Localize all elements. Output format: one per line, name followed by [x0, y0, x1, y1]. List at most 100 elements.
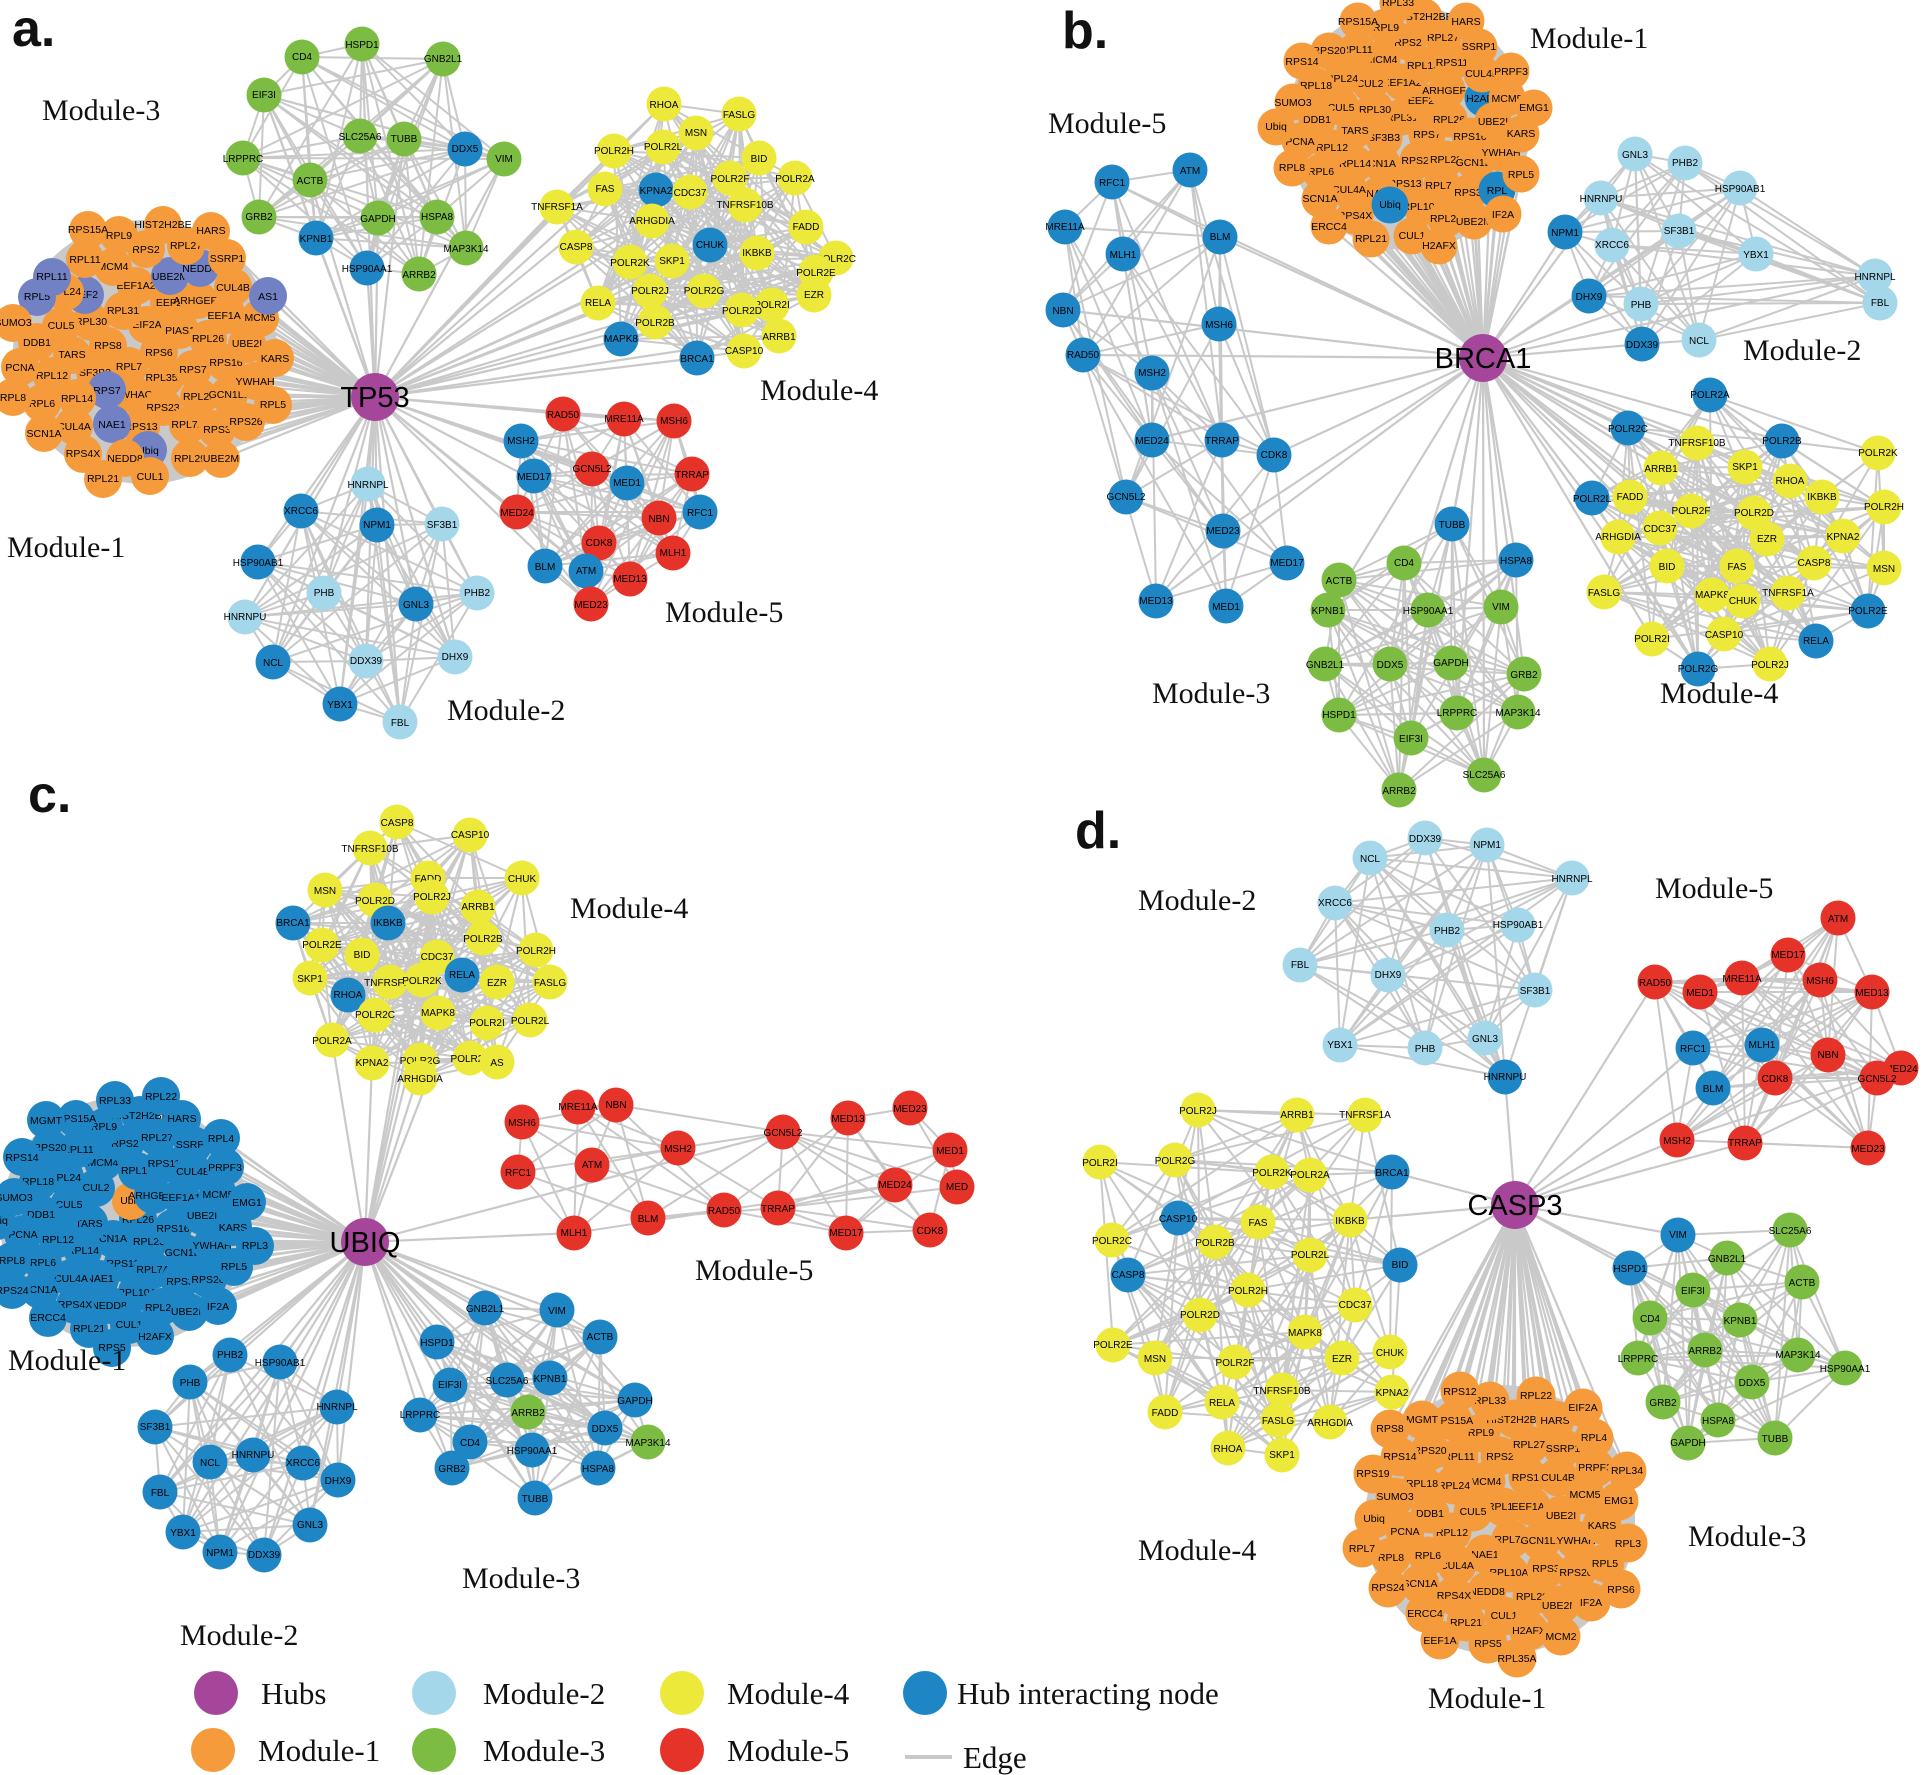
- svg-text:DHX9: DHX9: [325, 1476, 352, 1487]
- svg-text:LRPPRC: LRPPRC: [1437, 708, 1478, 719]
- svg-text:Module-1: Module-1: [7, 531, 125, 564]
- svg-text:MED24: MED24: [500, 508, 534, 519]
- svg-text:POLR2J: POLR2J: [631, 286, 669, 297]
- svg-text:BID: BID: [751, 154, 768, 165]
- svg-text:RPL29: RPL29: [1430, 213, 1462, 225]
- svg-text:EIF3I: EIF3I: [1399, 734, 1423, 745]
- svg-text:RPS16: RPS16: [209, 357, 242, 369]
- svg-text:RPL11: RPL11: [1341, 44, 1372, 56]
- svg-text:IF2A: IF2A: [1580, 1597, 1602, 1609]
- svg-text:Hub interacting node: Hub interacting node: [957, 1676, 1219, 1711]
- svg-text:RPL12: RPL12: [42, 1234, 74, 1246]
- svg-text:RPL5: RPL5: [260, 399, 286, 411]
- svg-text:ACTB: ACTB: [1326, 576, 1353, 587]
- svg-text:NPM1: NPM1: [1551, 228, 1579, 239]
- svg-text:b.: b.: [1062, 2, 1108, 60]
- svg-text:DHX9: DHX9: [1375, 970, 1402, 981]
- svg-text:GNL3: GNL3: [297, 1520, 324, 1531]
- svg-text:SLC25A6: SLC25A6: [1769, 1226, 1812, 1237]
- svg-text:FBL: FBL: [1871, 298, 1890, 309]
- svg-text:ERCC4: ERCC4: [1407, 1608, 1443, 1620]
- svg-text:RPL30: RPL30: [75, 316, 107, 328]
- svg-text:ARRB2: ARRB2: [1382, 786, 1416, 797]
- svg-text:Module-5: Module-5: [665, 596, 783, 629]
- svg-text:Module-2: Module-2: [180, 1619, 298, 1652]
- svg-text:DDB1: DDB1: [27, 1209, 55, 1221]
- svg-text:RPS2: RPS2: [1486, 1451, 1514, 1463]
- svg-text:Module-5: Module-5: [695, 1254, 813, 1287]
- svg-text:RPS7: RPS7: [1413, 129, 1441, 141]
- svg-text:GRB2: GRB2: [1510, 670, 1538, 681]
- svg-text:HNRNPL: HNRNPL: [1854, 272, 1896, 283]
- svg-text:POLR2L: POLR2L: [1573, 494, 1612, 505]
- svg-text:RHOA: RHOA: [1776, 476, 1805, 487]
- svg-text:RPS2: RPS2: [132, 244, 160, 256]
- svg-text:NAE1: NAE1: [1471, 1549, 1499, 1561]
- svg-text:BRCA1: BRCA1: [1435, 343, 1532, 375]
- svg-text:RPL31: RPL31: [107, 305, 139, 317]
- svg-text:TUBB: TUBB: [1439, 520, 1466, 531]
- svg-text:NAE1: NAE1: [98, 419, 126, 431]
- svg-text:GCN5L2: GCN5L2: [1107, 492, 1146, 503]
- svg-text:GNL3: GNL3: [1472, 1034, 1499, 1045]
- svg-text:SSRP1: SSRP1: [1546, 1443, 1581, 1455]
- svg-text:MED1: MED1: [936, 1146, 964, 1157]
- svg-text:ATM: ATM: [1180, 166, 1200, 177]
- svg-text:MED17: MED17: [1270, 558, 1304, 569]
- svg-text:RPL22: RPL22: [145, 1091, 177, 1103]
- svg-text:MRE11A: MRE11A: [558, 1102, 598, 1113]
- svg-text:RPS16: RPS16: [156, 1223, 189, 1235]
- svg-text:MGMT: MGMT: [30, 1115, 63, 1127]
- svg-text:DHX9: DHX9: [1576, 292, 1603, 303]
- svg-text:PCNA: PCNA: [8, 1229, 37, 1241]
- svg-text:RFC1: RFC1: [1680, 1044, 1707, 1055]
- svg-text:IF2A: IF2A: [1492, 209, 1514, 221]
- svg-text:HNRNPL: HNRNPL: [347, 480, 389, 491]
- svg-text:MED1: MED1: [1212, 602, 1240, 613]
- svg-text:RPS6: RPS6: [1607, 1584, 1635, 1596]
- svg-text:MSN: MSN: [1873, 564, 1895, 575]
- svg-text:RPS3: RPS3: [166, 1276, 194, 1288]
- svg-text:RPL8: RPL8: [1279, 162, 1305, 174]
- svg-text:POLR2J: POLR2J: [1751, 660, 1789, 671]
- svg-text:MLH1: MLH1: [1110, 250, 1137, 261]
- svg-text:Module-1: Module-1: [1530, 22, 1648, 55]
- svg-text:TARS: TARS: [75, 1218, 102, 1230]
- svg-text:Module-3: Module-3: [1688, 1520, 1806, 1553]
- svg-text:NEDD8: NEDD8: [91, 1300, 127, 1312]
- svg-text:NCL: NCL: [200, 1458, 220, 1469]
- svg-text:HNRNPU: HNRNPU: [232, 1450, 275, 1461]
- svg-text:MSN: MSN: [314, 886, 336, 897]
- svg-text:RPS14: RPS14: [5, 1152, 38, 1164]
- svg-text:RPL7: RPL7: [116, 361, 142, 373]
- svg-text:Ubiq: Ubiq: [1363, 1513, 1385, 1525]
- svg-text:RPS15A: RPS15A: [1433, 1415, 1473, 1427]
- svg-text:RPL27: RPL27: [1513, 1439, 1545, 1451]
- svg-text:RPL11: RPL11: [1443, 1451, 1474, 1463]
- svg-text:CASP8: CASP8: [381, 818, 414, 829]
- svg-text:KARS: KARS: [261, 353, 290, 365]
- svg-text:CASP10: CASP10: [1705, 630, 1744, 641]
- svg-text:UBE2M: UBE2M: [203, 453, 239, 465]
- svg-text:RHOA: RHOA: [334, 990, 363, 1001]
- svg-text:RPL29: RPL29: [145, 1302, 177, 1314]
- svg-text:CDC37: CDC37: [421, 952, 454, 963]
- svg-text:RPS7: RPS7: [93, 385, 121, 397]
- svg-text:RPL27: RPL27: [170, 240, 202, 252]
- svg-text:ARRB2: ARRB2: [511, 1408, 545, 1419]
- svg-text:RPL9: RPL9: [106, 230, 132, 242]
- svg-text:RPL4: RPL4: [208, 1133, 234, 1145]
- svg-text:BRCA1: BRCA1: [680, 354, 714, 365]
- svg-text:GNB2L1: GNB2L1: [1708, 1254, 1747, 1265]
- svg-text:DDX39: DDX39: [350, 656, 383, 667]
- svg-text:RPS14: RPS14: [1285, 56, 1318, 68]
- svg-text:Hubs: Hubs: [261, 1676, 326, 1711]
- svg-text:TNFRSF1A: TNFRSF1A: [364, 978, 416, 989]
- svg-text:RPL22: RPL22: [1520, 1390, 1552, 1402]
- svg-text:CASP8: CASP8: [1112, 1270, 1145, 1281]
- svg-text:CASP8: CASP8: [560, 242, 593, 253]
- svg-text:CUL5: CUL5: [1460, 1506, 1487, 1518]
- svg-text:CUL1: CUL1: [1399, 230, 1426, 242]
- svg-text:NEDD8: NEDD8: [182, 263, 218, 275]
- svg-text:YWHAH: YWHAH: [192, 1240, 231, 1252]
